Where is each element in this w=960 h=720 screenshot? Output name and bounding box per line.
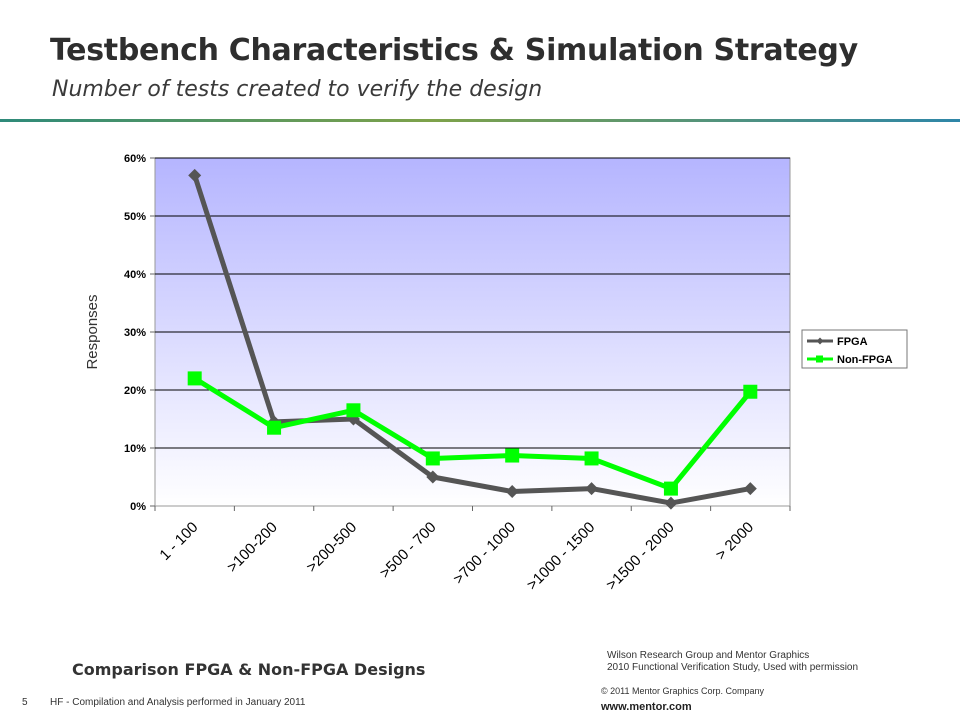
y-tick-label: 0% <box>130 501 146 513</box>
x-tick-label: >1500 - 2000 <box>603 519 678 594</box>
slide-subtitle: Number of tests created to verify the de… <box>52 77 543 102</box>
source-line-2: 2010 Functional Verification Study, Used… <box>607 662 859 673</box>
copyright-text: © 2011 Mentor Graphics Corp. Company <box>601 686 765 696</box>
slide-title: Testbench Characteristics & Simulation S… <box>50 33 858 68</box>
footer-note: HF - Compilation and Analysis performed … <box>50 697 306 708</box>
series-line-non-fpga <box>193 376 753 492</box>
x-tick-label: >500 - 700 <box>377 519 440 582</box>
data-point <box>426 470 440 484</box>
data-point <box>187 371 202 386</box>
x-tick-label: >200-500 <box>303 519 360 576</box>
data-point <box>743 384 758 399</box>
data-point <box>505 485 519 498</box>
legend-label: Non-FPGA <box>837 354 893 366</box>
source-credit: Wilson Research Group and Mentor Graphic… <box>607 650 858 674</box>
x-tick-label: >1000 - 1500 <box>524 519 599 594</box>
legend-label: FPGA <box>837 336 868 348</box>
chart-caption: Comparison FPGA & Non-FPGA Designs <box>72 660 426 679</box>
data-point <box>585 482 599 496</box>
y-tick-label: 40% <box>124 269 146 281</box>
series-line-fpga <box>192 174 751 506</box>
data-point <box>505 448 520 463</box>
data-point <box>584 451 599 466</box>
website-url: www.mentor.com <box>601 701 692 713</box>
x-tick-label: 1 - 100 <box>156 519 201 564</box>
data-point <box>425 451 440 466</box>
x-tick-label: >700 - 1000 <box>450 519 519 588</box>
page-number: 5 <box>22 697 28 708</box>
data-point <box>188 168 202 182</box>
data-point <box>663 481 678 496</box>
y-tick-label: 30% <box>124 327 146 339</box>
data-point <box>267 420 282 435</box>
legend-marker <box>816 337 824 345</box>
source-line-1: Wilson Research Group and Mentor Graphic… <box>607 650 810 661</box>
y-axis-ticks: 0% 10% 20% 30% 40% 50% 60% <box>124 153 155 513</box>
y-axis-label: Responses <box>84 294 101 369</box>
y-tick-label: 20% <box>124 385 146 397</box>
data-point <box>346 403 361 418</box>
gridlines <box>155 157 790 449</box>
legend-marker <box>816 355 823 363</box>
data-point <box>743 482 757 496</box>
data-point <box>664 496 678 510</box>
x-tick-label: >100-200 <box>224 519 281 576</box>
y-tick-label: 10% <box>124 443 146 455</box>
legend-box <box>801 329 908 369</box>
y-tick-label: 60% <box>124 153 146 165</box>
y-tick-label: 50% <box>124 211 146 223</box>
series-lines <box>187 168 758 510</box>
legend: FPGA Non-FPGA <box>801 329 908 369</box>
header-divider <box>0 119 960 122</box>
x-tick-label: > 2000 <box>712 519 757 564</box>
x-axis-ticks: 1 - 100 >100-200 >200-500 >500 - 700 >700 - … <box>154 506 791 594</box>
